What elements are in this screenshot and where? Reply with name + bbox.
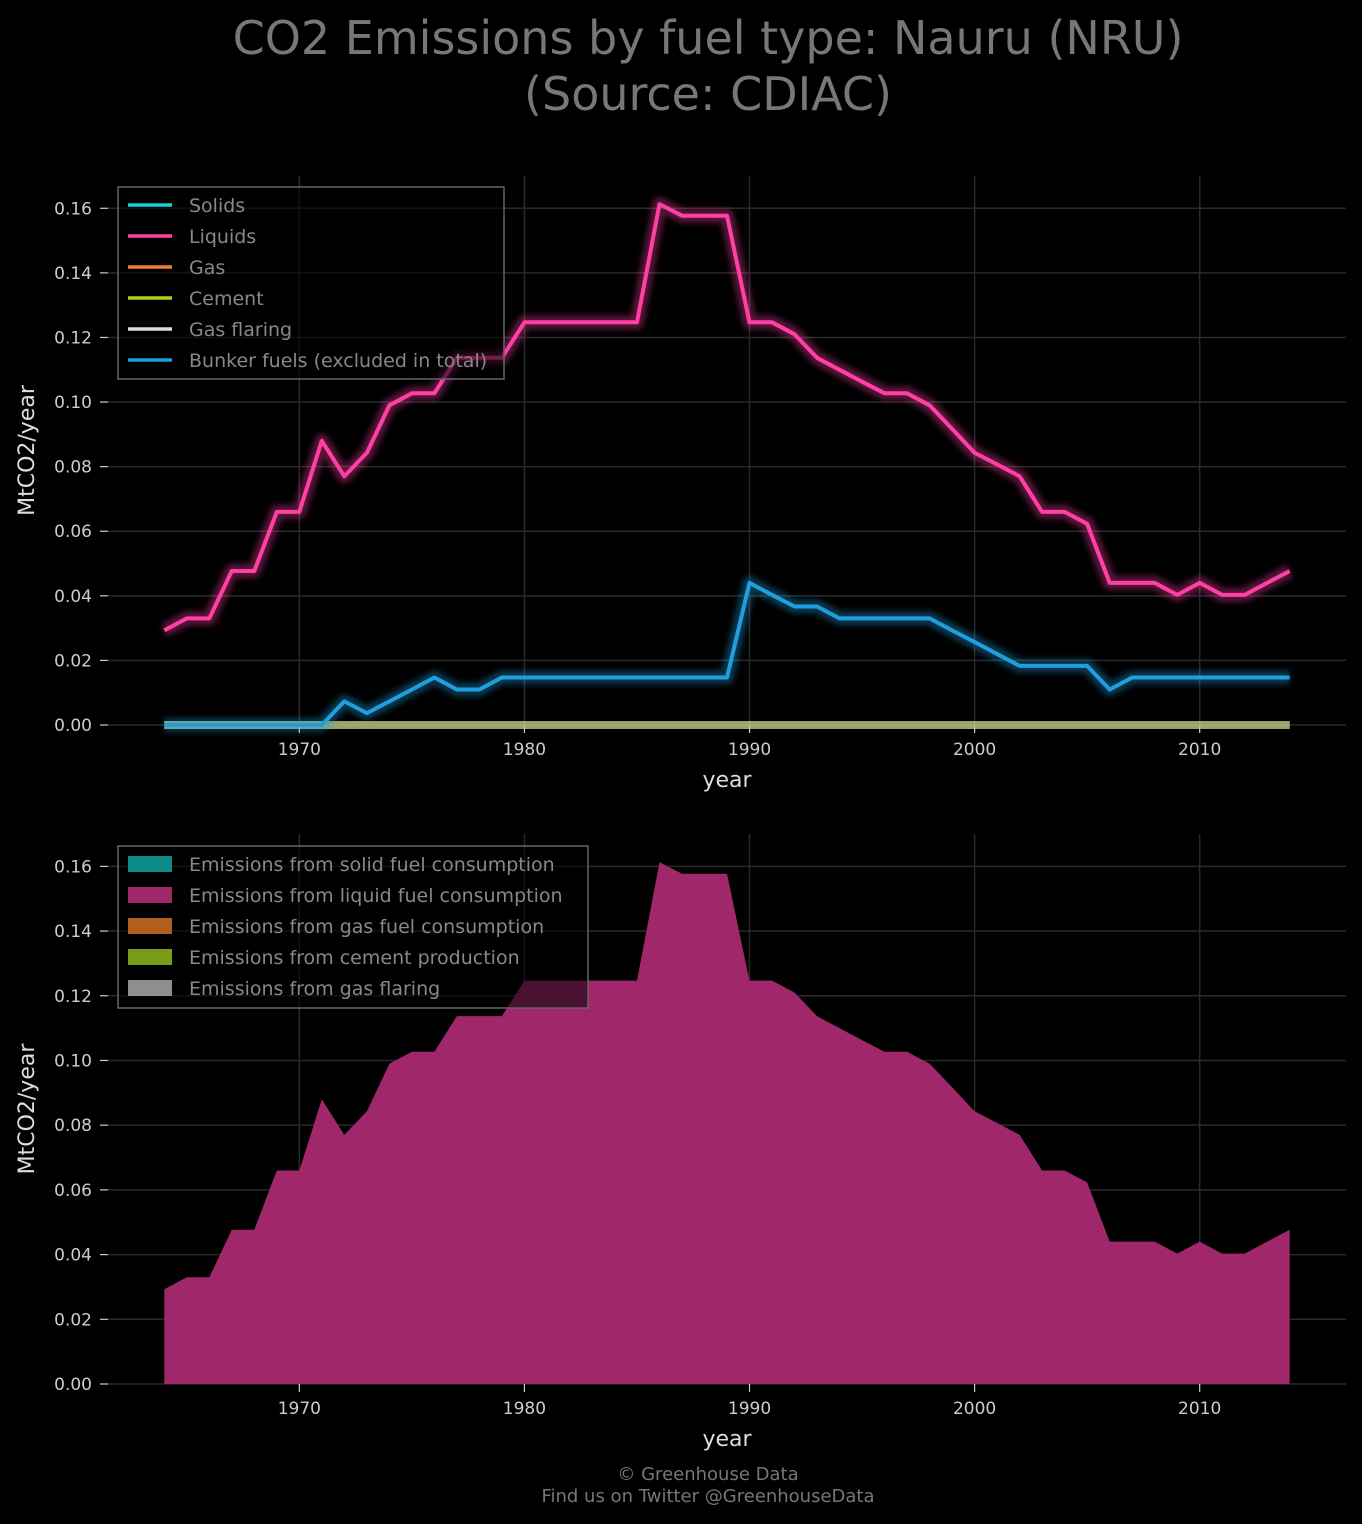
x-tick-label: 2000: [953, 740, 996, 760]
legend-label: Cement: [189, 288, 264, 310]
x-tick-label: 1990: [728, 1399, 771, 1419]
legend-swatch: [128, 949, 172, 965]
legend-label: Emissions from solid fuel consumption: [189, 854, 555, 876]
x-tick-label: 2010: [1178, 1399, 1221, 1419]
x-tick-label: 2010: [1178, 740, 1221, 760]
y-tick-label: 0.14: [54, 922, 92, 942]
y-tick-label: 0.16: [54, 199, 92, 219]
series-glow: [164, 575, 1290, 732]
title-line-1: CO2 Emissions by fuel type: Nauru (NRU): [232, 11, 1184, 65]
legend-label: Emissions from gas fuel consumption: [189, 916, 544, 938]
footer-copyright: © Greenhouse Data: [617, 1464, 799, 1485]
area-emissions-from-liquid-fuel-consumption: [164, 862, 1290, 1384]
y-tick-label: 0.10: [54, 1051, 92, 1071]
y-tick-label: 0.06: [54, 1181, 92, 1201]
y-tick-label: 0.08: [54, 1116, 92, 1136]
legend-label: Solids: [189, 195, 245, 217]
x-tick-label: 1980: [503, 740, 546, 760]
footer: © Greenhouse Data Find us on Twitter @Gr…: [0, 1464, 1362, 1508]
x-tick-label: 2000: [953, 1399, 996, 1419]
y-tick-label: 0.12: [54, 328, 92, 348]
y-tick-label: 0.02: [54, 1310, 92, 1330]
footer-twitter: Find us on Twitter @GreenhouseData: [541, 1486, 875, 1507]
y-tick-label: 0.00: [54, 716, 92, 736]
title-line-2: (Source: CDIAC): [524, 67, 892, 121]
y-tick-label: 0.08: [54, 458, 92, 478]
legend-label: Emissions from liquid fuel consumption: [189, 885, 563, 907]
y-tick-label: 0.04: [54, 1246, 92, 1266]
x-tick-label: 1990: [728, 740, 771, 760]
y-axis-label: MtCO2/year: [15, 1043, 40, 1175]
line-chart-panel: 0.00 0.02 0.04 0.06 0.08 0.10 0.12 0.14 0.16 1970…: [15, 176, 1346, 793]
y-tick-label: 0.16: [54, 857, 92, 877]
legend-box: [117, 186, 505, 380]
x-tick-label: 1970: [278, 1399, 321, 1419]
y-axis-label: MtCO2/year: [15, 384, 40, 516]
x-axis-label: year: [702, 1427, 752, 1452]
y-tick-label: 0.14: [54, 264, 92, 284]
legend-label: Emissions from cement production: [189, 947, 520, 969]
legend-swatch: [128, 887, 172, 903]
legend-label: Gas: [189, 257, 225, 279]
x-tick-label: 1980: [503, 1399, 546, 1419]
chart-title: CO2 Emissions by fuel type: Nauru (NRU) …: [0, 10, 1362, 122]
y-tick-label: 0.00: [54, 1375, 92, 1395]
y-tick-label: 0.10: [54, 393, 92, 413]
legend-swatch: [128, 980, 172, 996]
y-tick-label: 0.12: [54, 987, 92, 1007]
legend-swatch: [128, 918, 172, 934]
legend-label: Bunker fuels (excluded in total): [189, 350, 487, 372]
legend-box: [117, 845, 589, 1009]
y-tick-label: 0.02: [54, 651, 92, 671]
legend-label: Liquids: [189, 226, 256, 248]
series-line-bunker-fuels-excluded-in-total-: [164, 580, 1290, 727]
legend-swatch: [128, 856, 172, 872]
series-line-liquids: [163, 202, 1291, 633]
legend-label: Emissions from gas flaring: [189, 978, 440, 1000]
legend-label: Gas flaring: [189, 319, 292, 341]
x-axis-label: year: [702, 768, 752, 793]
y-tick-label: 0.06: [54, 522, 92, 542]
y-tick-label: 0.04: [54, 587, 92, 607]
area-chart-panel: 0.00 0.02 0.04 0.06 0.08 0.10 0.12 0.14 0.16 1970…: [15, 834, 1346, 1452]
x-tick-label: 1970: [278, 740, 321, 760]
